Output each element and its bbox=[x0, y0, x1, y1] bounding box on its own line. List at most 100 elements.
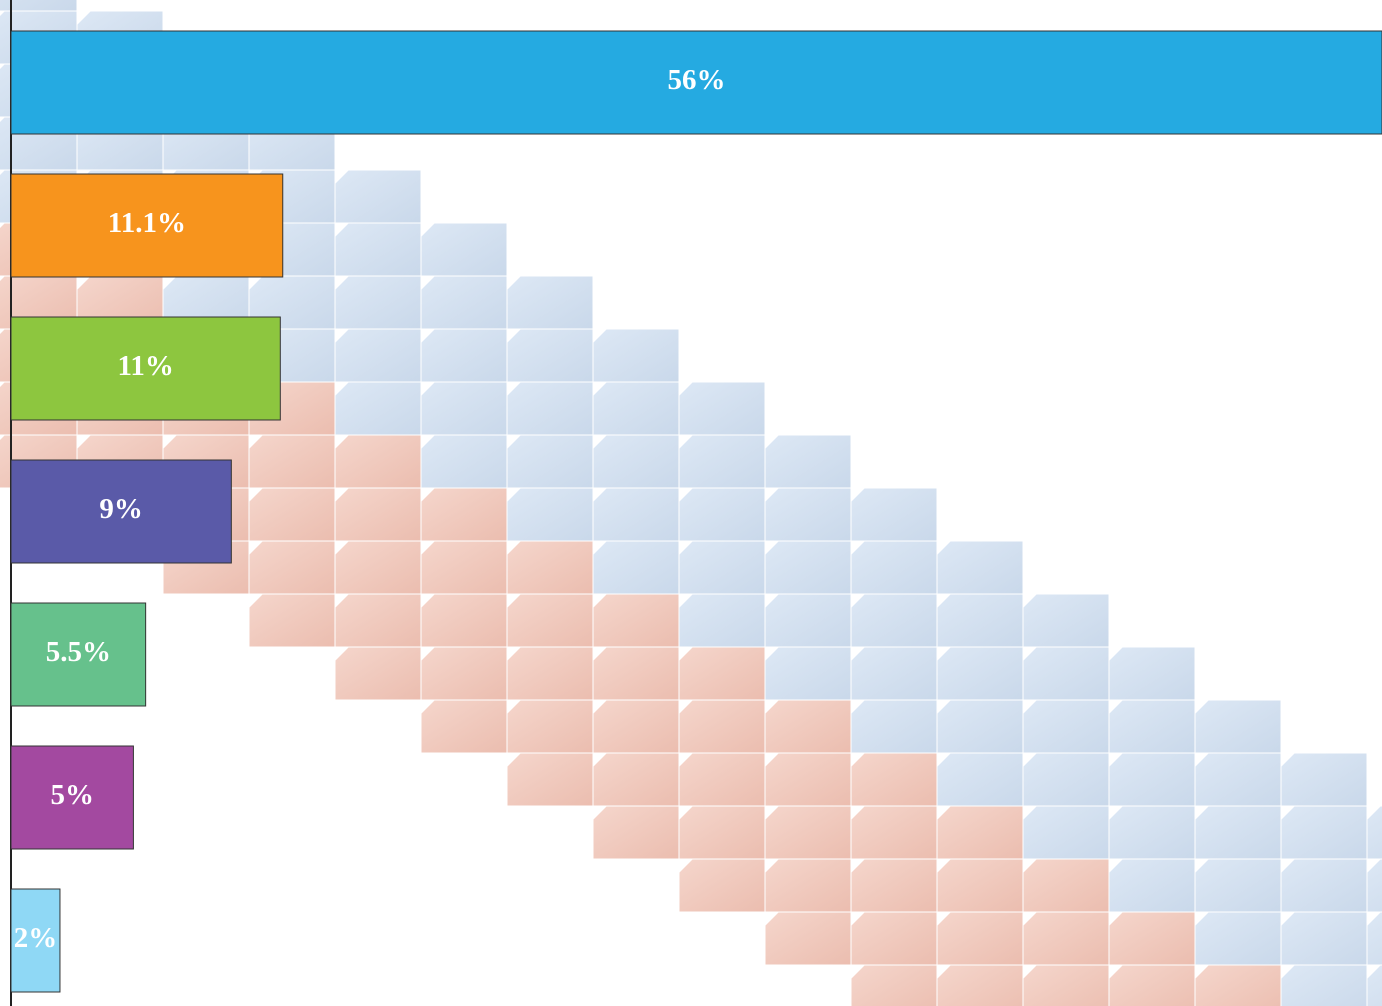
tile-notch bbox=[77, 11, 91, 25]
tile bbox=[764, 805, 852, 860]
tile bbox=[506, 699, 594, 754]
tile-notch bbox=[1023, 753, 1037, 767]
tile-notch bbox=[679, 806, 693, 820]
tile bbox=[1108, 964, 1196, 1006]
tile-notch bbox=[421, 700, 435, 714]
tile-notch bbox=[1023, 647, 1037, 661]
tile-notch bbox=[1281, 806, 1295, 820]
tile bbox=[1108, 699, 1196, 754]
tile bbox=[1022, 752, 1110, 807]
tile bbox=[334, 434, 422, 489]
tile-notch bbox=[1109, 912, 1123, 926]
tile-notch bbox=[335, 541, 349, 555]
tile-notch bbox=[335, 647, 349, 661]
tile-notch bbox=[679, 859, 693, 873]
tile bbox=[850, 646, 938, 701]
tile bbox=[850, 752, 938, 807]
tile bbox=[764, 911, 852, 966]
tile-notch bbox=[679, 647, 693, 661]
tile bbox=[248, 593, 336, 648]
tile-notch bbox=[765, 859, 779, 873]
tile-notch bbox=[765, 435, 779, 449]
tile-notch bbox=[0, 64, 5, 69]
bar bbox=[10, 888, 61, 993]
tile bbox=[506, 593, 594, 648]
bar-value-label: 11% bbox=[117, 350, 173, 382]
tile-notch bbox=[1109, 806, 1123, 820]
tile bbox=[678, 646, 766, 701]
tile-notch bbox=[765, 806, 779, 820]
tile bbox=[936, 593, 1024, 648]
tile-notch bbox=[765, 541, 779, 555]
tile bbox=[1022, 699, 1110, 754]
tile-notch bbox=[421, 223, 435, 237]
tile-notch bbox=[1023, 965, 1037, 979]
tile bbox=[764, 858, 852, 913]
bar-value-label: 9% bbox=[99, 493, 143, 525]
tile bbox=[1022, 964, 1110, 1006]
tile bbox=[506, 487, 594, 542]
tile-notch bbox=[1023, 700, 1037, 714]
tile bbox=[506, 275, 594, 330]
tile bbox=[1280, 911, 1368, 966]
tile-notch bbox=[851, 594, 865, 608]
tile bbox=[1194, 911, 1282, 966]
tile-notch bbox=[593, 329, 607, 343]
tile-notch bbox=[851, 753, 865, 767]
tile-notch bbox=[249, 435, 263, 449]
tile bbox=[764, 699, 852, 754]
tile-notch bbox=[937, 647, 951, 661]
tile-notch bbox=[507, 753, 521, 767]
tile-notch bbox=[851, 700, 865, 714]
tile-notch bbox=[851, 488, 865, 502]
tile-notch bbox=[937, 912, 951, 926]
tile-notch bbox=[77, 435, 91, 449]
tile bbox=[678, 434, 766, 489]
tile-notch bbox=[335, 435, 349, 449]
tile bbox=[936, 964, 1024, 1006]
tile bbox=[764, 593, 852, 648]
bar bbox=[10, 316, 281, 421]
tile-notch bbox=[765, 647, 779, 661]
tile-notch bbox=[335, 594, 349, 608]
bar-value-label: 56% bbox=[668, 64, 726, 96]
tile-notch bbox=[937, 700, 951, 714]
tile bbox=[936, 752, 1024, 807]
tile-notch bbox=[851, 912, 865, 926]
tile bbox=[1022, 911, 1110, 966]
tile-notch bbox=[937, 541, 951, 555]
tile-notch bbox=[0, 329, 5, 334]
tile bbox=[936, 699, 1024, 754]
tile bbox=[936, 858, 1024, 913]
tile bbox=[506, 381, 594, 436]
tile-notch bbox=[1023, 594, 1037, 608]
tile-notch bbox=[1367, 806, 1381, 820]
tile bbox=[936, 911, 1024, 966]
tile bbox=[420, 275, 508, 330]
tile bbox=[1194, 699, 1282, 754]
tile bbox=[1022, 858, 1110, 913]
tile bbox=[420, 328, 508, 383]
tile bbox=[506, 646, 594, 701]
tile bbox=[764, 434, 852, 489]
bar bbox=[10, 30, 1382, 135]
tile-notch bbox=[421, 276, 435, 290]
tile bbox=[592, 328, 680, 383]
tile bbox=[248, 540, 336, 595]
tile bbox=[1280, 858, 1368, 913]
tile-notch bbox=[335, 382, 349, 396]
tile-notch bbox=[163, 276, 177, 290]
tile bbox=[850, 487, 938, 542]
tile bbox=[1194, 964, 1282, 1006]
tile-notch bbox=[1195, 753, 1209, 767]
tile-notch bbox=[937, 753, 951, 767]
tile bbox=[592, 381, 680, 436]
tile bbox=[334, 381, 422, 436]
tile-notch bbox=[765, 488, 779, 502]
bar-value-label: 5% bbox=[50, 779, 94, 811]
tile-notch bbox=[679, 382, 693, 396]
tile-notch bbox=[507, 541, 521, 555]
tile-notch bbox=[765, 594, 779, 608]
tile bbox=[592, 805, 680, 860]
tile-notch bbox=[1367, 965, 1381, 979]
